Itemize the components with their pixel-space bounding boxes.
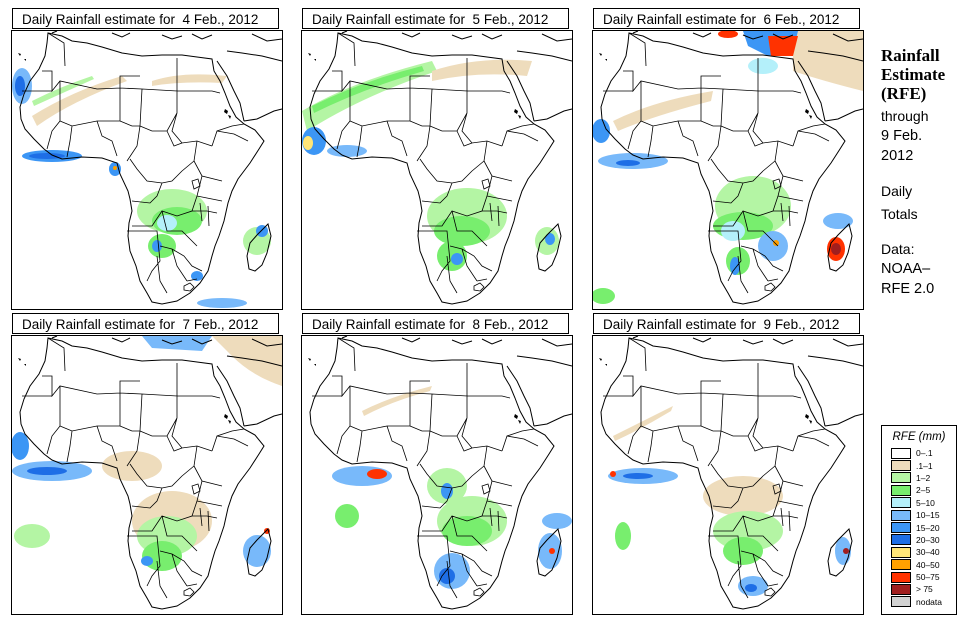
legend-swatch xyxy=(891,534,911,546)
source-line3: RFE 2.0 xyxy=(881,281,935,297)
legend-swatch xyxy=(891,509,911,521)
through-date-line2: 2012 xyxy=(881,148,914,164)
rainfall-overlay xyxy=(302,59,559,271)
africa-map xyxy=(12,31,282,308)
rainfall-panel-4-feb: Daily Rainfall estimate for 4 Feb., 2012 xyxy=(11,8,283,314)
rainfall-panel-9-feb: Daily Rainfall estimate for 9 Feb., 2012 xyxy=(592,313,864,619)
rainfall-map xyxy=(592,30,864,310)
period-line2: Totals xyxy=(881,206,918,222)
rainfall-overlay xyxy=(593,31,863,304)
rainfall-panel-5-feb: Daily Rainfall estimate for 5 Feb., 2012 xyxy=(301,8,573,314)
rainfall-map xyxy=(592,335,864,615)
main-title-line2: Estimate xyxy=(881,65,946,84)
africa-map xyxy=(593,31,863,305)
legend-swatch xyxy=(891,460,911,472)
legend-item: 30–40 xyxy=(891,546,956,558)
legend-item: 10–15 xyxy=(891,509,956,521)
rainfall-overlay xyxy=(608,406,851,596)
legend-item: > 75 xyxy=(891,583,956,595)
rainfall-overlay xyxy=(332,386,572,589)
legend-swatch xyxy=(891,559,911,571)
legend-item: .1–1 xyxy=(891,459,956,472)
legend-item: 5–10 xyxy=(891,497,956,509)
legend-item: 40–50 xyxy=(891,559,956,571)
legend-item: 2–5 xyxy=(891,484,956,496)
panel-title: Daily Rainfall estimate for 8 Feb., 2012 xyxy=(302,313,569,334)
africa-map xyxy=(307,336,572,610)
map-description: Rainfall Estimate (RFE) through 9 Feb. 2… xyxy=(881,46,967,299)
source-line1: Data: xyxy=(881,241,915,257)
main-title-line3: (RFE) xyxy=(881,84,927,103)
legend-label: 1–2 xyxy=(916,472,931,483)
legend-swatch xyxy=(891,484,911,496)
legend-swatch xyxy=(891,472,911,484)
main-title-line1: Rainfall xyxy=(881,46,940,65)
legend-swatch xyxy=(891,497,911,509)
panel-title: Daily Rainfall estimate for 5 Feb., 2012 xyxy=(302,8,569,29)
legend-label: 20–30 xyxy=(916,534,940,545)
source-line2: NOAA– xyxy=(881,261,931,277)
legend-label: .1–1 xyxy=(916,460,933,471)
legend-item: 50–75 xyxy=(891,571,956,583)
panel-title: Daily Rainfall estimate for 6 Feb., 2012 xyxy=(593,8,860,29)
legend-swatch xyxy=(891,522,911,534)
legend-swatch xyxy=(891,447,911,459)
legend-item: nodata xyxy=(891,596,956,608)
legend-label: > 75 xyxy=(916,584,933,595)
legend-label: nodata xyxy=(916,596,942,607)
legend-label: 2–5 xyxy=(916,485,931,496)
legend-swatch xyxy=(891,583,911,595)
legend-label: 10–15 xyxy=(916,510,940,521)
legend-item: 0–.1 xyxy=(891,447,956,459)
through-label: through xyxy=(881,108,929,124)
rainfall-overlay xyxy=(12,68,271,308)
legend-title: RFE (mm) xyxy=(892,431,946,443)
coastline-borders xyxy=(17,31,282,305)
legend-swatch xyxy=(891,546,911,558)
legend-label: 50–75 xyxy=(916,572,940,583)
legend-label: 5–10 xyxy=(916,497,935,508)
legend-item: 1–2 xyxy=(891,472,956,484)
legend-label: 40–50 xyxy=(916,559,940,570)
rainfall-map xyxy=(301,335,573,615)
legend-swatch xyxy=(891,596,911,608)
legend-item: 20–30 xyxy=(891,534,956,546)
rainfall-map xyxy=(301,30,573,310)
legend-item: 15–20 xyxy=(891,521,956,534)
legend-swatch xyxy=(891,571,911,583)
legend-label: 15–20 xyxy=(916,522,940,533)
rainfall-map xyxy=(11,30,283,310)
period-line1: Daily xyxy=(881,183,913,199)
panel-title: Daily Rainfall estimate for 4 Feb., 2012 xyxy=(12,8,279,29)
rainfall-panel-7-feb: Daily Rainfall estimate for 7 Feb., 2012 xyxy=(11,313,283,619)
africa-map xyxy=(598,336,863,610)
rainfall-panel-8-feb: Daily Rainfall estimate for 8 Feb., 2012 xyxy=(301,313,573,619)
africa-map xyxy=(302,31,572,305)
rainfall-map xyxy=(11,335,283,615)
legend-label: 30–40 xyxy=(916,547,940,558)
rfe-legend: RFE (mm) 0–.1.1–1 1–2 2–5 5–10 10–15 15–20 20–… xyxy=(881,425,957,615)
legend-label: 0–.1 xyxy=(916,448,933,459)
panel-title: Daily Rainfall estimate for 7 Feb., 2012 xyxy=(12,313,279,334)
through-date-line1: 9 Feb. xyxy=(881,128,923,144)
rainfall-panel-6-feb: Daily Rainfall estimate for 6 Feb., 2012 xyxy=(592,8,864,314)
africa-map xyxy=(12,336,282,610)
panel-title: Daily Rainfall estimate for 9 Feb., 2012 xyxy=(593,313,860,334)
